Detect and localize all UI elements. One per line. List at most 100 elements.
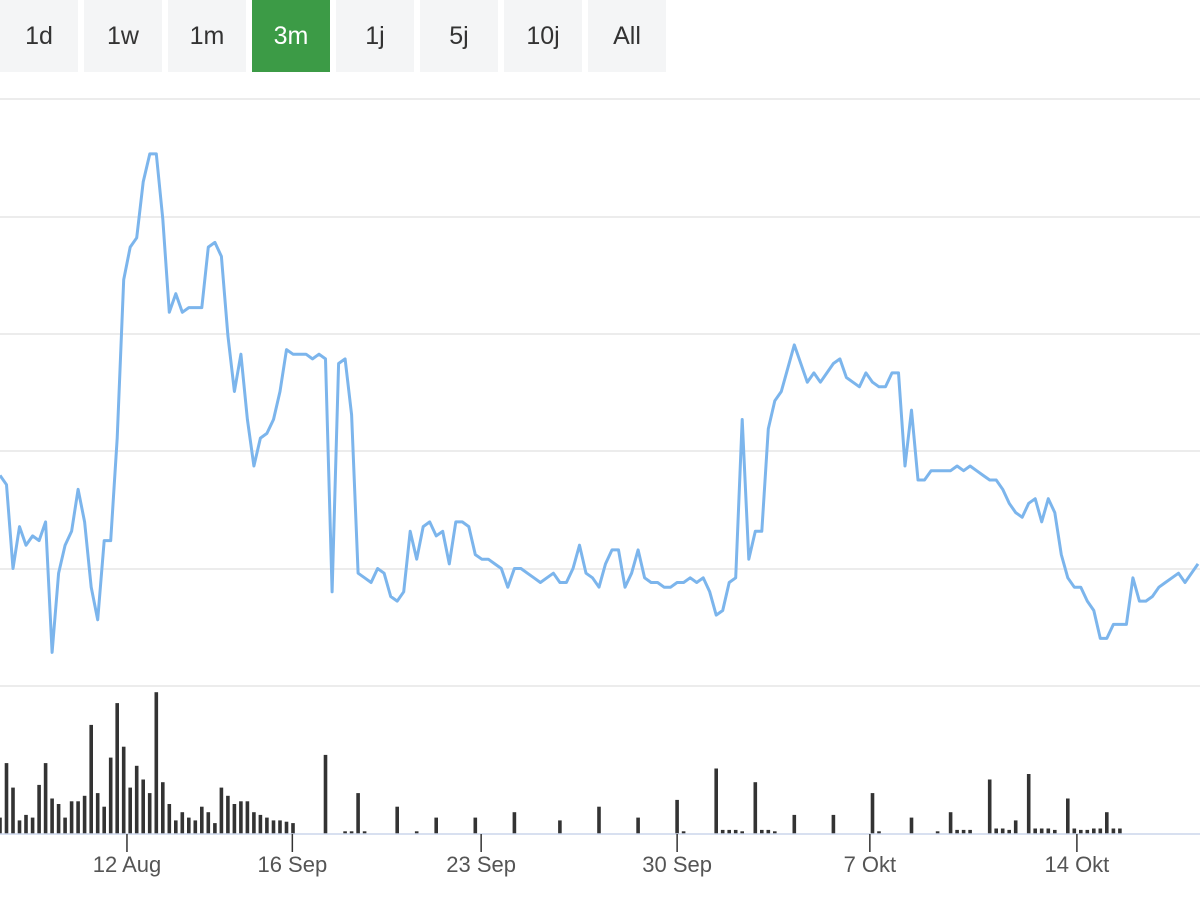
volume-bar: [167, 804, 172, 834]
volume-bar: [362, 831, 367, 834]
volume-bar: [1092, 828, 1096, 834]
volume-bar: [1118, 828, 1122, 834]
volume-bar: [206, 812, 211, 834]
volume-bar: [681, 831, 686, 834]
volume-bar: [1111, 828, 1116, 834]
volume-bar: [343, 831, 347, 834]
volume-bar: [0, 817, 2, 834]
volume-bar: [349, 831, 354, 834]
volume-bar: [82, 795, 87, 834]
chart-grid: [0, 98, 1200, 687]
volume-bar: [935, 831, 940, 834]
volume-bar: [961, 829, 966, 834]
x-tick-label: 16 Sep: [257, 852, 327, 877]
volume-bar: [76, 801, 80, 834]
volume-bar: [1007, 829, 1011, 834]
volume-bar: [193, 820, 198, 834]
volume-bar: [271, 820, 276, 834]
volume-bar: [955, 829, 959, 834]
volume-bar: [4, 763, 9, 834]
volume-bar: [987, 779, 992, 834]
volume-bar: [134, 765, 139, 834]
volume-bar: [395, 806, 399, 834]
volume-bar: [994, 828, 998, 834]
volume-bar: [200, 806, 204, 834]
x-axis: 12 Aug 16 Sep 23 Sep 30 Sep 7 Okt 14 Okt: [0, 833, 1200, 877]
volume-bar: [30, 817, 35, 834]
volume-bar: [121, 746, 126, 834]
volume-bar: [89, 724, 93, 834]
volume-bar: [968, 829, 972, 834]
volume-bar: [226, 795, 230, 834]
range-button-1j[interactable]: 1j: [336, 0, 414, 72]
range-button-1w[interactable]: 1w: [84, 0, 162, 72]
volume-bar: [245, 801, 250, 834]
range-button-1d[interactable]: 1d: [0, 0, 78, 72]
volume-bar: [1072, 828, 1077, 834]
volume-bar: [102, 806, 106, 834]
volume-bar: [232, 804, 237, 834]
volume-bar: [147, 793, 152, 834]
volume-bar: [187, 817, 191, 834]
range-button-10j[interactable]: 10j: [504, 0, 582, 72]
range-button-3m[interactable]: 3m: [252, 0, 330, 72]
volume-bar: [558, 820, 562, 834]
volume-bar: [95, 793, 100, 834]
volume-bar: [1079, 829, 1083, 834]
volume-bar: [278, 820, 282, 834]
volume-bar: [161, 782, 165, 834]
volume-bar: [108, 757, 113, 834]
range-button-5j[interactable]: 5j: [420, 0, 498, 72]
volume-bar: [1039, 828, 1044, 834]
volume-bar: [720, 829, 725, 834]
volume-bar: [636, 817, 640, 834]
volume-bar: [512, 812, 517, 834]
volume-bar: [1000, 828, 1005, 834]
volume-bar: [1098, 828, 1103, 834]
volume-series: [0, 692, 1122, 834]
volume-bar: [284, 821, 289, 834]
volume-bar: [877, 831, 881, 834]
volume-bar: [773, 831, 777, 834]
price-line: [0, 152, 1200, 654]
volume-bar: [766, 829, 771, 834]
range-button-1m[interactable]: 1m: [168, 0, 246, 72]
volume-bar: [733, 829, 738, 834]
volume-bar: [174, 820, 178, 834]
volume-bar: [154, 692, 159, 834]
volume-bar: [128, 787, 132, 834]
volume-bar: [870, 793, 875, 834]
volume-bar: [69, 801, 74, 834]
range-button-all[interactable]: All: [588, 0, 666, 72]
volume-bar: [1105, 812, 1109, 834]
volume-bar: [11, 787, 15, 834]
x-tick-label: 23 Sep: [446, 852, 516, 877]
volume-bar: [56, 804, 61, 834]
volume-bar: [265, 817, 269, 834]
volume-bar: [115, 703, 119, 834]
volume-bar: [252, 812, 256, 834]
volume-bar: [63, 817, 67, 834]
volume-bar: [1013, 820, 1018, 834]
x-tick-label: 30 Sep: [642, 852, 712, 877]
volume-bar: [219, 787, 224, 834]
volume-bar: [740, 831, 744, 834]
volume-bar: [24, 814, 28, 834]
volume-bar: [213, 823, 217, 834]
volume-bar: [597, 806, 601, 834]
volume-bar: [323, 754, 328, 834]
volume-bar: [434, 817, 438, 834]
volume-bar: [141, 779, 145, 834]
volume-bar: [291, 823, 295, 834]
volume-bar: [356, 793, 360, 834]
volume-bar: [1033, 828, 1037, 834]
x-tick-label: 14 Okt: [1044, 852, 1109, 877]
x-tick-label: 7 Okt: [844, 852, 897, 877]
volume-bar: [714, 768, 718, 834]
volume-bar: [1085, 829, 1090, 834]
volume-bar: [1066, 798, 1070, 834]
volume-bar: [473, 817, 478, 834]
volume-bar: [17, 820, 22, 834]
volume-bar: [258, 814, 263, 834]
